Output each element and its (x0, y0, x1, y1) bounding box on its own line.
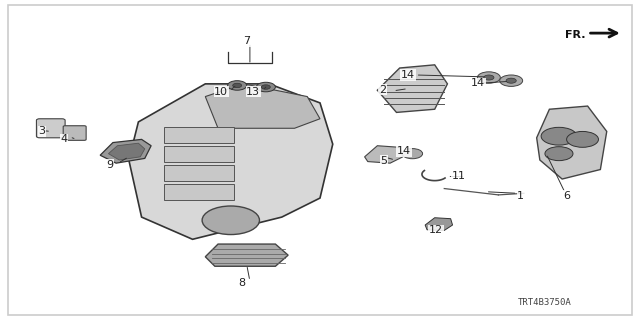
Polygon shape (108, 143, 145, 160)
Circle shape (202, 206, 259, 235)
Text: 11: 11 (452, 172, 466, 181)
Text: 14: 14 (471, 78, 485, 88)
Polygon shape (425, 218, 452, 230)
FancyBboxPatch shape (164, 165, 234, 180)
Polygon shape (205, 84, 320, 128)
Text: FR.: FR. (564, 30, 585, 40)
Circle shape (228, 81, 246, 90)
Circle shape (506, 78, 516, 83)
Text: 4: 4 (60, 134, 67, 144)
Text: 14: 14 (397, 146, 411, 156)
Text: 12: 12 (429, 225, 443, 236)
Circle shape (541, 127, 577, 145)
Text: 10: 10 (214, 87, 228, 97)
FancyBboxPatch shape (63, 126, 86, 140)
Text: TRT4B3750A: TRT4B3750A (518, 298, 572, 307)
Text: 13: 13 (246, 87, 260, 97)
Polygon shape (100, 140, 151, 163)
Circle shape (484, 75, 494, 80)
Circle shape (402, 148, 422, 159)
Polygon shape (129, 84, 333, 239)
Text: 3: 3 (38, 126, 45, 136)
Circle shape (256, 82, 275, 92)
Circle shape (477, 72, 500, 83)
Text: 7: 7 (243, 36, 250, 46)
FancyBboxPatch shape (164, 127, 234, 142)
Text: 9: 9 (106, 160, 113, 170)
Circle shape (500, 75, 523, 86)
Text: 6: 6 (564, 190, 571, 201)
FancyBboxPatch shape (36, 119, 65, 138)
Polygon shape (365, 146, 403, 163)
Circle shape (566, 132, 598, 147)
FancyBboxPatch shape (164, 184, 234, 200)
Circle shape (261, 85, 270, 89)
Text: 14: 14 (401, 70, 415, 80)
Polygon shape (378, 65, 447, 112)
Text: 5: 5 (380, 156, 387, 166)
Text: 2: 2 (379, 84, 386, 95)
Text: 1: 1 (517, 190, 524, 201)
Text: 8: 8 (239, 278, 246, 288)
Polygon shape (537, 106, 607, 179)
FancyBboxPatch shape (164, 146, 234, 162)
Polygon shape (205, 244, 288, 266)
Circle shape (545, 147, 573, 161)
Circle shape (233, 83, 242, 88)
